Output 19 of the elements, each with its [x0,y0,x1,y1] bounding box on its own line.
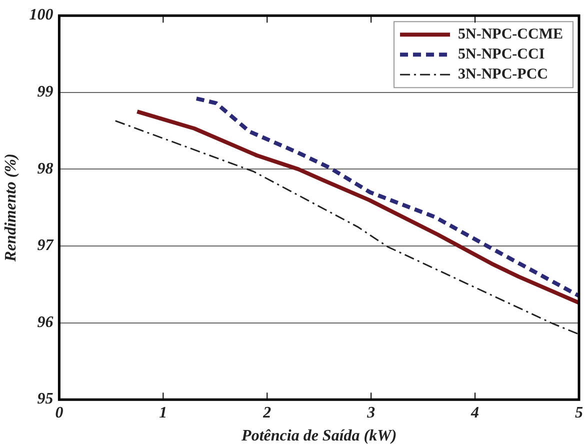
x-tick-label: 3 [366,404,376,422]
x-tick-label: 4 [470,404,480,422]
line-series [114,120,579,336]
x-axis-title: Potência de Saída (kW) [240,428,397,445]
x-tick-label: 5 [575,404,583,422]
y-tick-label: 99 [37,84,54,101]
x-tick-label: 2 [262,404,272,422]
y-tick-label: 96 [37,314,54,331]
x-tick-label: 0 [55,404,64,422]
legend-label: 5N-NPC-CCME [458,26,564,42]
y-tick-label: 98 [37,160,54,178]
legend-label: 3N-NPC-PCC [458,66,548,82]
x-tick-label: 1 [159,404,168,422]
y-axis-title: Rendimento (%) [2,154,20,263]
legend-label: 5N-NPC-CCI [458,46,545,62]
y-tick-label: 97 [37,237,54,254]
y-tick-label: 95 [37,390,54,408]
y-tick-label: 100 [29,6,54,24]
line-series [194,96,579,298]
